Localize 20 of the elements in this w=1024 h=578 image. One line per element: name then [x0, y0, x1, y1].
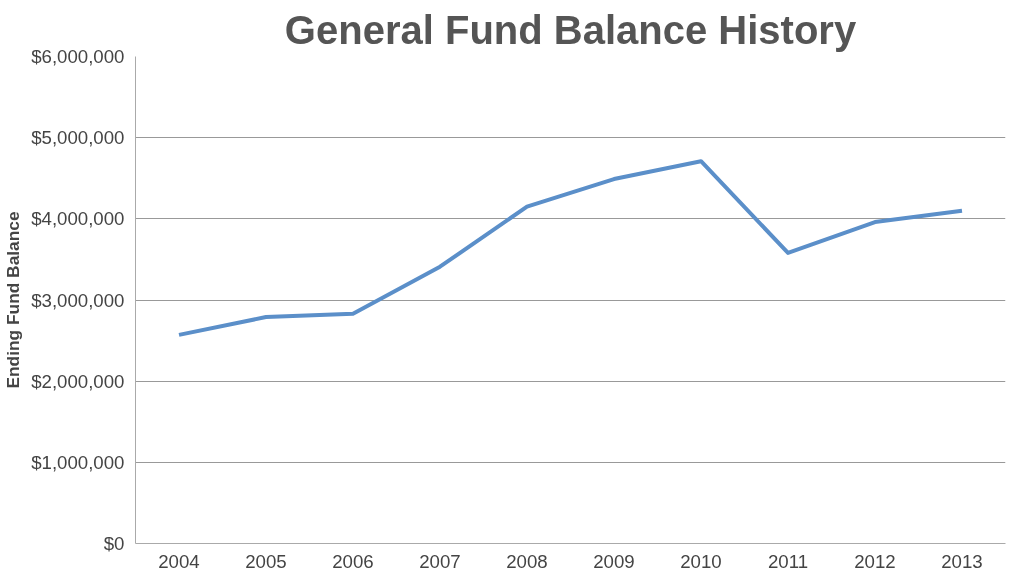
y-tick-label: $4,000,000 — [31, 208, 125, 230]
y-tick-label: $2,000,000 — [31, 370, 125, 392]
x-tick-label: 2007 — [419, 550, 461, 572]
x-tick-label: 2009 — [593, 550, 635, 572]
line-series — [177, 159, 964, 337]
x-tick-label: 2013 — [941, 550, 983, 572]
x-tick-label: 2008 — [506, 550, 548, 572]
x-tick-label: 2005 — [245, 550, 287, 572]
y-tick-label: $1,000,000 — [31, 451, 125, 473]
y-tick-label: $5,000,000 — [31, 127, 125, 149]
x-tick-label: 2011 — [767, 550, 809, 572]
y-axis-title: Ending Fund Balance — [3, 211, 24, 389]
x-tick-label: 2012 — [854, 550, 896, 572]
y-tick-label: $3,000,000 — [31, 289, 125, 311]
y-tick-label: $0 — [103, 533, 125, 554]
x-tick-label: 2004 — [158, 550, 200, 572]
x-tick-label: 2006 — [332, 550, 374, 572]
y-tick-label: $6,000,000 — [31, 46, 125, 67]
chart-title: General Fund Balance History — [284, 7, 857, 52]
x-tick-label: 2010 — [680, 550, 722, 572]
